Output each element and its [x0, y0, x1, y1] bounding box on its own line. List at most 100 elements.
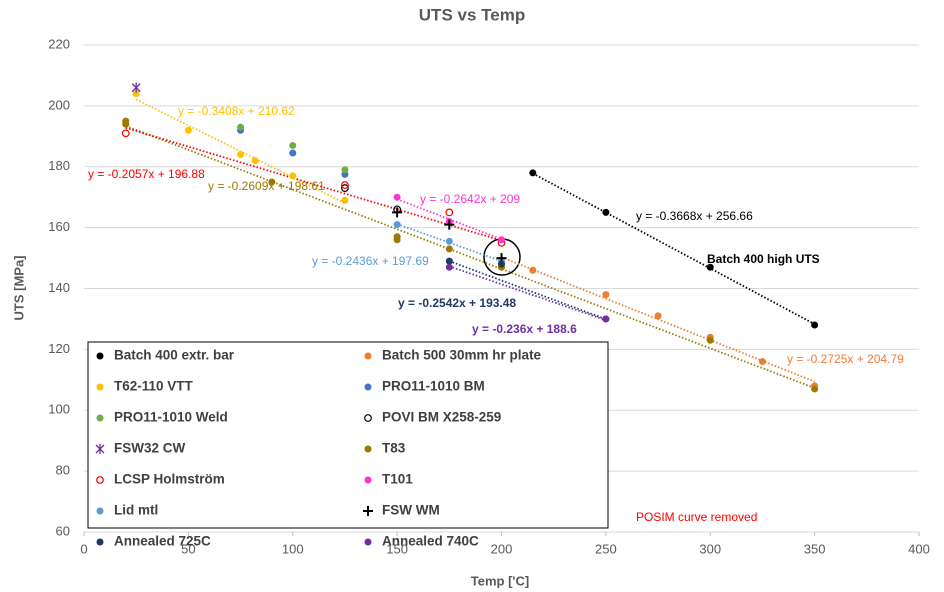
trendline-label: y = -0.2057x + 196.88 [88, 167, 205, 181]
y-axis-label: UTS [MPa] [11, 256, 26, 321]
legend-marker [364, 538, 372, 546]
x-tick-label: 50 [181, 541, 195, 556]
legend-marker [96, 352, 104, 360]
legend-marker [95, 444, 105, 454]
legend-label: Annealed 725C [114, 534, 211, 549]
y-tick-label: 60 [56, 523, 70, 538]
trendline [532, 172, 816, 325]
point [445, 208, 454, 217]
legend-label: T62-110 VTT [114, 379, 194, 394]
legend-marker [364, 383, 372, 391]
legend-label: Batch 400 extr. bar [114, 348, 235, 363]
y-tick-label: 200 [48, 97, 70, 112]
legend-marker [96, 476, 104, 484]
point [237, 123, 245, 131]
point [184, 126, 192, 134]
x-tick-label: 100 [282, 541, 304, 556]
legend-label: Batch 500 30mm hr plate [382, 348, 542, 363]
trendline-label: y = -0.2436x + 197.69 [312, 254, 429, 268]
x-axis-label: Temp ['C] [471, 573, 529, 588]
x-tick-label: 200 [491, 541, 513, 556]
point [341, 184, 349, 192]
point [529, 169, 537, 177]
trendline [396, 198, 502, 241]
annotation: POSIM curve removed [636, 510, 757, 524]
point [445, 245, 453, 253]
y-tick-label: 180 [48, 158, 70, 173]
point [529, 266, 537, 274]
point [251, 157, 259, 165]
point [289, 172, 297, 180]
point [289, 141, 297, 149]
point [602, 315, 610, 323]
legend-label: Annealed 740C [382, 534, 479, 549]
legend-label: LCSP Holmström [114, 472, 225, 487]
x-tick-label: 350 [804, 541, 826, 556]
y-tick-label: 220 [48, 36, 70, 51]
trendline-label: y = -0.3408x + 210.62 [178, 104, 295, 118]
x-tick-label: 0 [80, 541, 87, 556]
point [392, 207, 403, 218]
point [289, 149, 297, 157]
trendline-label: y = -0.2725x + 204.79 [787, 352, 904, 366]
point [132, 90, 140, 98]
legend-label: PRO11-1010 BM [382, 379, 485, 394]
point [758, 358, 766, 366]
point [444, 219, 455, 230]
point [393, 193, 401, 201]
legend-marker [96, 414, 104, 422]
point [341, 196, 349, 204]
point [498, 236, 505, 244]
y-tick-label: 160 [48, 219, 70, 234]
legend-label: FSW WM [382, 503, 440, 518]
legend-box [87, 341, 609, 529]
legend-label: Lid mtl [114, 503, 158, 518]
legend-marker [364, 445, 372, 453]
trendline [125, 125, 815, 389]
point [122, 120, 130, 128]
y-tick-label: 80 [56, 463, 70, 478]
point [811, 321, 819, 329]
point [811, 385, 819, 393]
point [445, 237, 453, 245]
legend-label: T83 [382, 441, 406, 456]
x-tick-label: 250 [595, 541, 617, 556]
point [445, 257, 453, 265]
legend-label: T101 [382, 472, 413, 487]
legend-label: FSW32 CW [114, 441, 186, 456]
x-tick-label: 300 [699, 541, 721, 556]
point [393, 221, 401, 229]
legend-label: PRO11-1010 Weld [114, 410, 228, 425]
legend-marker [364, 476, 372, 484]
point [341, 181, 349, 189]
point [498, 260, 505, 268]
legend-marker [96, 538, 104, 546]
point [706, 263, 714, 271]
y-tick-label: 120 [48, 341, 70, 356]
trendline-label: y = -0.236x + 188.6 [472, 322, 577, 336]
y-tick-label: 140 [48, 280, 70, 295]
trendline [448, 260, 607, 320]
point [602, 291, 610, 299]
trendline-label: y = -0.2609x + 198.61 [208, 179, 325, 193]
x-tick-label: 150 [386, 541, 408, 556]
point [602, 208, 610, 216]
trendline-label: y = -0.3668x + 256.66 [636, 209, 753, 223]
point [268, 178, 276, 186]
trendline [125, 127, 502, 242]
legend-marker [96, 507, 104, 515]
trendline-label: y = -0.2642x + 209 [420, 192, 520, 206]
chart-title: UTS vs Temp [419, 5, 525, 24]
legend-marker [364, 414, 372, 422]
legend-marker [96, 383, 104, 391]
point [445, 263, 453, 271]
point [131, 82, 141, 93]
y-tick-label: 100 [48, 402, 70, 417]
point [654, 312, 662, 320]
annotation: Batch 400 high UTS [707, 252, 820, 266]
point [341, 166, 349, 174]
x-tick-label: 400 [908, 541, 930, 556]
legend-label: POVI BM X258-259 [382, 410, 501, 425]
point [121, 129, 130, 138]
